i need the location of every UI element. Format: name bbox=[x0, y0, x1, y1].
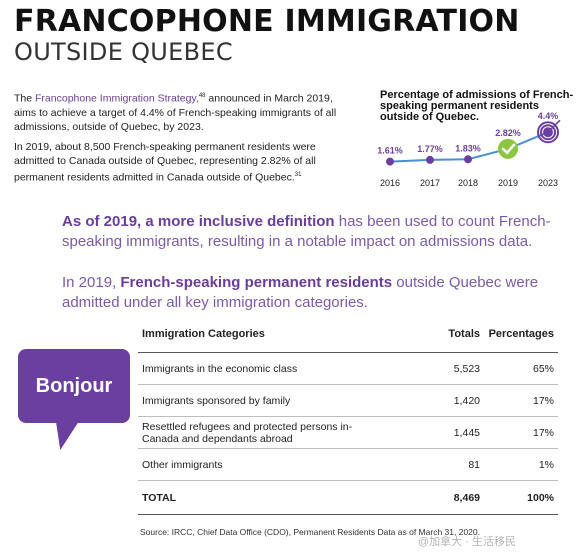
source-note: Source: IRCC, Chief Data Office (CDO), P… bbox=[140, 527, 480, 537]
total-percentage-cell: 100% bbox=[484, 480, 558, 515]
table-row: Immigrants in the economic class 5,523 6… bbox=[138, 352, 558, 385]
categories-statement: In 2019, French-speaking permanent resid… bbox=[62, 273, 562, 313]
data-point bbox=[386, 157, 394, 166]
table-row: Resettled refugees and protected persons… bbox=[138, 416, 558, 449]
footnote-31: 31 bbox=[294, 172, 302, 178]
strategy-link[interactable]: Francophone Immigration Strategy, bbox=[35, 92, 199, 105]
intro-prefix: The bbox=[14, 92, 36, 105]
table-row: Immigrants sponsored by family 1,420 17% bbox=[138, 384, 558, 417]
x-tick-label: 2018 bbox=[458, 178, 478, 188]
percentage-cell: 1% bbox=[484, 448, 558, 481]
data-point bbox=[464, 155, 472, 164]
percentage-cell: 17% bbox=[484, 416, 558, 449]
statement1-rest: has been used to count French-speaking i… bbox=[62, 213, 551, 250]
statement1-bold: As of 2019, a more inclusive definition bbox=[62, 213, 335, 230]
footnote-48: 48 bbox=[198, 93, 206, 99]
intro-p2-text: In 2019, about 8,500 French-speaking per… bbox=[14, 141, 316, 184]
percentage-cell: 17% bbox=[484, 384, 558, 417]
check-mark bbox=[501, 143, 516, 155]
data-point bbox=[426, 155, 434, 164]
speech-bubble-tail-icon bbox=[48, 420, 80, 450]
col-header-totals: Totals bbox=[401, 320, 484, 353]
bonjour-speech-bubble: Bonjour bbox=[18, 349, 130, 423]
data-label: 4.4% bbox=[538, 111, 559, 121]
statement2-bold: French-speaking permanent residents bbox=[120, 274, 393, 291]
admissions-line-chart: 1.61% 2016 1.77% 2017 1.83% 2018 2.82% 2019 4.4%… bbox=[377, 111, 561, 188]
check-icon bbox=[498, 138, 518, 159]
x-tick-label: 2019 bbox=[498, 178, 518, 188]
statement2-rest: outside Quebec were admitted under all k… bbox=[62, 274, 539, 311]
total-cell: 5,523 bbox=[401, 352, 484, 385]
col-header-categories: Immigration Categories bbox=[138, 320, 401, 353]
x-tick-label: 2017 bbox=[420, 178, 440, 188]
table-header-row: Immigration Categories Totals Percentage… bbox=[138, 320, 558, 353]
statement2-prefix: In 2019, bbox=[62, 274, 121, 291]
total-cell: 1,420 bbox=[401, 384, 484, 417]
bubble-text: Bonjour bbox=[35, 374, 113, 397]
total-sum-cell: 8,469 bbox=[401, 480, 484, 515]
category-cell: Immigrants in the economic class bbox=[138, 352, 401, 385]
target-arrow bbox=[547, 119, 561, 133]
data-label: 2.82% bbox=[495, 128, 521, 138]
immigration-categories-table: Immigration Categories Totals Percentage… bbox=[138, 320, 558, 515]
chart-title: Percentage of admissions of French-speak… bbox=[380, 89, 574, 123]
page-title: FRANCOPHONE IMMIGRATION bbox=[14, 4, 520, 39]
data-label: 1.61% bbox=[377, 146, 403, 156]
target-icon-ring bbox=[540, 124, 556, 141]
x-tick-label: 2023 bbox=[538, 178, 558, 188]
total-label-cell: TOTAL bbox=[138, 480, 401, 515]
category-cell: Other immigrants bbox=[138, 448, 401, 481]
col-header-percentages: Percentages bbox=[484, 320, 558, 353]
intro-paragraph-1: The Francophone Immigration Strategy,48 … bbox=[14, 89, 354, 134]
data-label: 1.77% bbox=[417, 144, 443, 154]
target-icon-ring bbox=[537, 121, 559, 144]
inclusive-definition-statement: As of 2019, a more inclusive definition … bbox=[62, 212, 562, 252]
data-label: 1.83% bbox=[455, 143, 481, 153]
x-tick-label: 2016 bbox=[380, 178, 400, 188]
total-cell: 81 bbox=[401, 448, 484, 481]
table-row: Other immigrants 81 1% bbox=[138, 448, 558, 481]
category-cell: Resettled refugees and protected persons… bbox=[138, 416, 401, 449]
percentage-cell: 65% bbox=[484, 352, 558, 385]
watermark: @加拿大 · 生活移民 bbox=[418, 536, 516, 548]
category-cell: Immigrants sponsored by family bbox=[138, 384, 401, 417]
intro-paragraph-2: In 2019, about 8,500 French-speaking per… bbox=[14, 140, 354, 185]
intro-rest: announced in March 2019, aims to achieve… bbox=[14, 92, 337, 133]
total-cell: 1,445 bbox=[401, 416, 484, 449]
table-total-row: TOTAL 8,469 100% bbox=[138, 480, 558, 515]
page-subtitle: OUTSIDE QUEBEC bbox=[14, 38, 233, 66]
